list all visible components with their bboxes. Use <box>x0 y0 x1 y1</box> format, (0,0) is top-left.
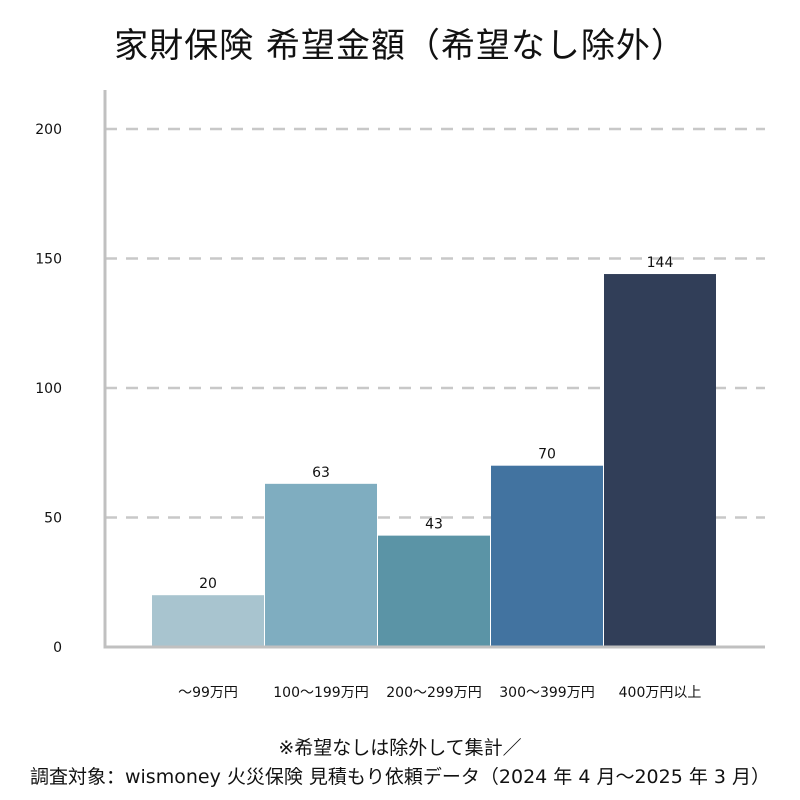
y-tick-label-200: 200 <box>35 122 62 138</box>
y-tick-label-150: 150 <box>35 252 62 268</box>
category-label-3: 200〜299万円 <box>386 685 481 701</box>
y-tick-label-100: 100 <box>35 381 62 397</box>
footnote-caption: ※希望なしは除外して集計／ <box>278 737 522 759</box>
y-axis-ticks: 0 50 100 150 200 <box>35 122 62 656</box>
bar-4 <box>491 465 603 647</box>
source-caption: 調査対象：wismoney 火災保険 見積もり依頼データ（2024 年 4 月〜… <box>29 766 771 788</box>
bar-2 <box>265 483 377 647</box>
y-tick-label-0: 0 <box>53 640 62 656</box>
category-label-1: 〜99万円 <box>178 685 238 701</box>
bar-1 <box>152 595 264 647</box>
data-label-2: 63 <box>312 465 330 481</box>
chart-title: 家財保険 希望金額（希望なし除外） <box>114 26 686 66</box>
category-label-2: 100〜199万円 <box>273 685 368 701</box>
data-label-4: 70 <box>538 447 556 463</box>
bars <box>152 274 716 647</box>
data-labels: 20 63 43 70 144 <box>199 255 673 592</box>
data-label-5: 144 <box>647 255 674 271</box>
bar-5 <box>604 274 716 647</box>
x-axis-categories: 〜99万円 100〜199万円 200〜299万円 300〜399万円 400万円以上 <box>178 685 701 701</box>
y-tick-label-50: 50 <box>44 511 62 527</box>
category-label-4: 300〜399万円 <box>499 685 594 701</box>
axes <box>103 90 765 649</box>
bar-3 <box>378 535 490 647</box>
data-label-1: 20 <box>199 576 217 592</box>
data-label-3: 43 <box>425 517 443 533</box>
category-label-5: 400万円以上 <box>619 685 702 701</box>
